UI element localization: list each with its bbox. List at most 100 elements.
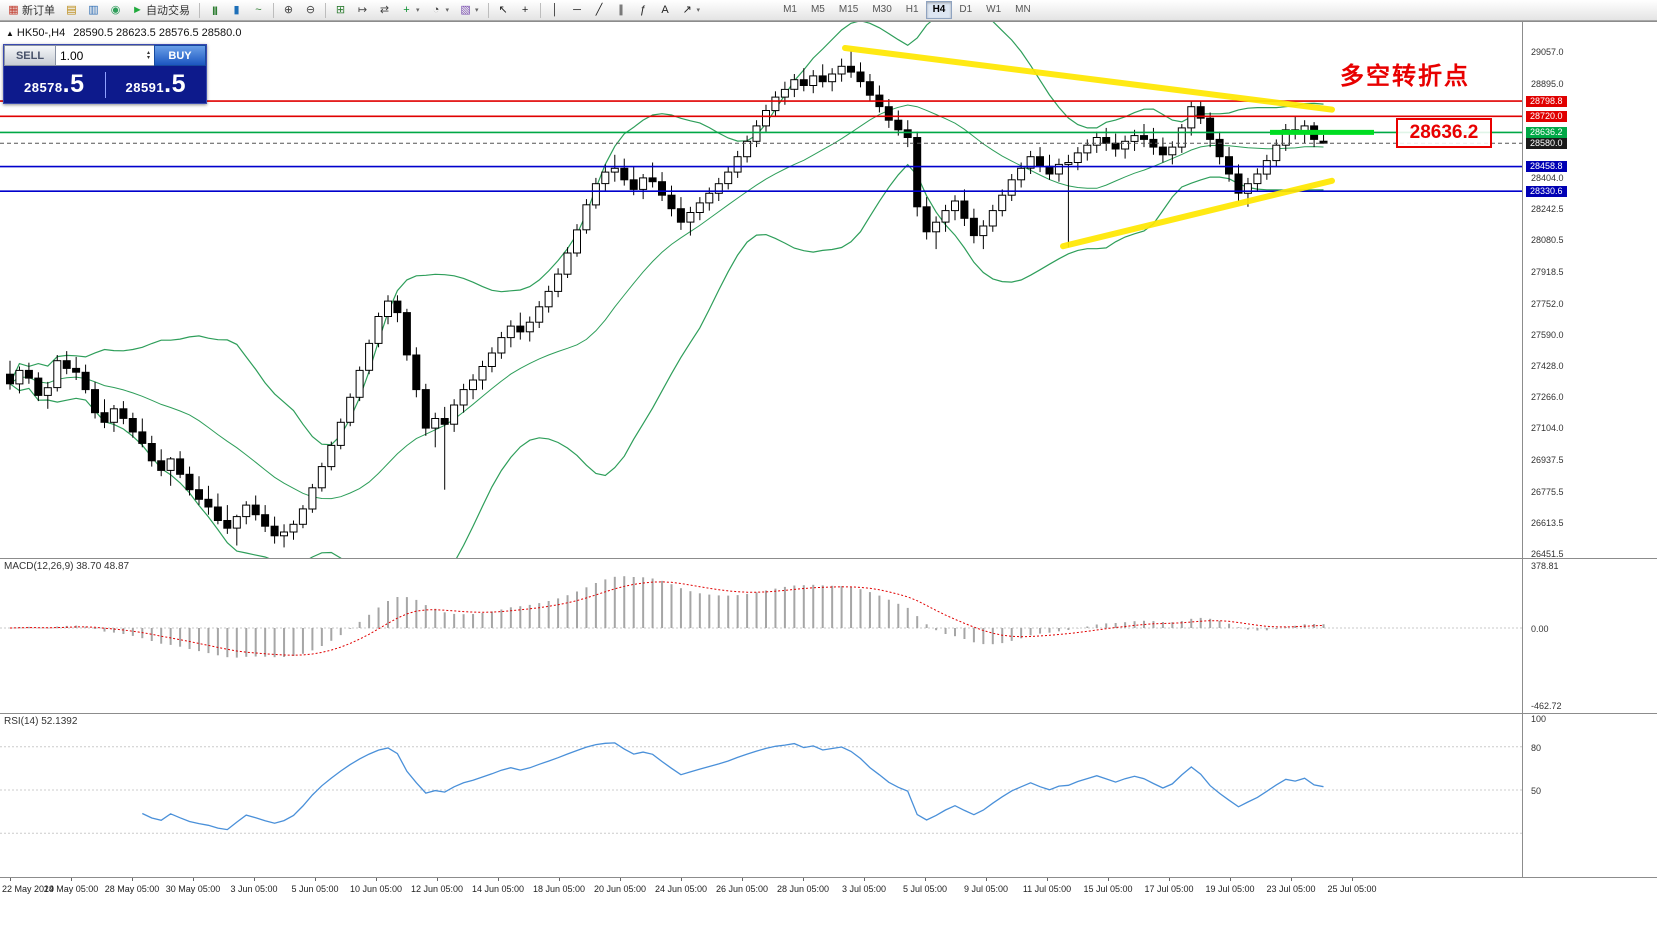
zoom-in-button[interactable]: ⊕	[278, 0, 299, 20]
collapse-arrow-icon[interactable]: ▲	[6, 29, 14, 38]
date-label: 24 May 05:00	[43, 884, 99, 894]
text-label-button[interactable]: A	[655, 0, 676, 20]
timeframe-D1[interactable]: D1	[959, 4, 973, 15]
price-chart[interactable]	[0, 22, 1522, 558]
price-tick-label: 27918.5	[1531, 266, 1564, 277]
turning-point-annotation[interactable]: 多空转折点	[1340, 63, 1470, 90]
chart-shift-icon: ⇄	[379, 4, 390, 16]
rsi-panel[interactable]	[0, 714, 1522, 877]
lot-increase-icon[interactable]: ▴	[146, 49, 150, 56]
horizontal-line-button[interactable]: ─	[567, 0, 588, 20]
autotrading-button[interactable]: ► 自动交易	[127, 0, 195, 20]
cursor-icon: ↖	[498, 4, 508, 16]
chart-title: ▲ HK50-,H4 28590.5 28623.5 28576.5 28580.0	[6, 27, 241, 39]
autotrading-button-label: 自动交易	[146, 5, 190, 17]
trendline-1[interactable]	[842, 45, 1335, 113]
indicators-add-icon: +	[403, 4, 410, 16]
strategy-tester-button[interactable]: ◉	[105, 0, 126, 20]
date-axis[interactable]: 22 May 2019 24 May 05:00 28 May 05:00 30 Ma…	[0, 878, 1522, 902]
lot-size-input[interactable]: 1.00 ▴ ▾	[56, 45, 154, 66]
toolbar: ▦ 新订单 ▤ ▥ ◉ ► 自动交易 ||| ▮ ~ ⊕ ⊖ ⊞ ↦ ⇄ + ▾ ◔ ▾ ▧ ▾ ↖ + │ ─ ╱ ∥ ƒ A ↗ ▾ M1…	[0, 0, 1657, 21]
timeframe-MN[interactable]: MN	[1015, 4, 1031, 15]
vertical-line-button[interactable]: │	[545, 0, 566, 20]
price-level-badge: 28636.2	[1526, 126, 1567, 138]
macd-label: MACD(12,26,9) 38.70 48.87	[4, 561, 130, 572]
candlestick-chart-button[interactable]: ▮	[226, 0, 247, 20]
date-tick	[132, 878, 133, 881]
date-tick	[742, 878, 743, 881]
timeframe-M5[interactable]: M5	[810, 4, 825, 15]
indicators-button[interactable]: + ▾	[396, 0, 425, 20]
date-tick	[803, 878, 804, 881]
auto-scroll-button[interactable]: ↦	[352, 0, 373, 20]
auto-scroll-icon: ↦	[357, 4, 368, 16]
timeframe-W1[interactable]: W1	[986, 4, 1002, 15]
timeframe-M15[interactable]: M15	[838, 4, 859, 15]
ohlc-values: 28590.5 28623.5 28576.5 28580.0	[73, 27, 242, 39]
timeframe-H1[interactable]: H1	[905, 4, 919, 15]
macd-axis-label: -462.72	[1531, 701, 1562, 711]
price-callout-box[interactable]: 28636.2	[1396, 118, 1492, 148]
tile-windows-icon: ⊞	[335, 4, 346, 16]
timeframe-M30[interactable]: M30	[872, 4, 892, 15]
lot-size-value: 1.00	[60, 48, 84, 63]
date-label: 24 Jun 05:00	[654, 884, 708, 894]
profiles-icon: ▥	[88, 4, 99, 16]
date-tick	[437, 878, 438, 881]
trendline-2[interactable]	[1060, 177, 1335, 250]
fibonacci-button[interactable]: ƒ	[633, 0, 654, 20]
date-tick	[10, 878, 11, 881]
date-label: 3 Jun 05:00	[230, 884, 278, 894]
date-label: 15 Jul 05:00	[1083, 884, 1133, 894]
new-order-button[interactable]: ▦ 新订单	[3, 0, 60, 20]
periods-button[interactable]: ◔ ▾	[426, 0, 455, 20]
sell-button[interactable]: SELL	[4, 45, 56, 66]
chart-shift-button[interactable]: ⇄	[374, 0, 395, 20]
templates-button[interactable]: ▧ ▾	[455, 0, 484, 20]
date-tick	[864, 878, 865, 881]
crosshair-button[interactable]: +	[515, 0, 536, 20]
price-scale[interactable]: 29057.0 28895.0 28404.0 28242.5 28080.5 27918…	[1524, 0, 1657, 945]
line-chart-button[interactable]: ~	[248, 0, 269, 20]
lot-decrease-icon[interactable]: ▾	[146, 54, 150, 61]
price-level-badge: 28798.8	[1526, 95, 1567, 107]
horizontal-line-icon: ─	[573, 4, 581, 16]
cursor-button[interactable]: ↖	[493, 0, 514, 20]
trendline-icon: ╱	[595, 4, 603, 16]
date-label: 19 Jul 05:00	[1205, 884, 1255, 894]
charts-window-button[interactable]: ▤	[61, 0, 82, 20]
main-macd-separator[interactable]	[0, 558, 1657, 559]
channel-icon: ∥	[618, 4, 624, 16]
dropdown-caret-icon: ▾	[416, 7, 420, 14]
buy-button[interactable]: BUY	[154, 45, 206, 66]
macd-rsi-separator[interactable]	[0, 713, 1657, 714]
zoom-in-icon: ⊕	[283, 4, 294, 16]
timeframe-H4[interactable]: H4	[925, 1, 953, 19]
line-chart-icon: ~	[255, 4, 262, 16]
toolbar-separator-line	[0, 21, 1657, 22]
date-label: 22 May 2019	[2, 884, 55, 894]
date-label: 3 Jul 05:00	[841, 884, 887, 894]
date-label: 17 Jul 05:00	[1144, 884, 1194, 894]
lot-spinner[interactable]: ▴ ▾	[146, 49, 150, 61]
zoom-out-button[interactable]: ⊖	[300, 0, 321, 20]
date-label: 23 Jul 05:00	[1266, 884, 1316, 894]
zoom-out-icon: ⊖	[305, 4, 316, 16]
rsi-axis-separator	[0, 877, 1657, 878]
symbol-name: HK50-,H4	[16, 27, 66, 39]
tile-windows-button[interactable]: ⊞	[330, 0, 351, 20]
price-tick-label: 28404.0	[1531, 173, 1564, 184]
timeframe-M1[interactable]: M1	[783, 4, 797, 15]
arrows-button[interactable]: ↗ ▾	[677, 0, 706, 20]
profiles-button[interactable]: ▥	[83, 0, 104, 20]
trendline-button[interactable]: ╱	[589, 0, 610, 20]
price-level-badge: 28458.8	[1526, 161, 1567, 173]
price-tick-label: 28080.5	[1531, 235, 1564, 246]
price-level-badge: 28330.6	[1526, 185, 1567, 197]
template-icon: ▧	[460, 4, 471, 16]
bar-chart-button[interactable]: |||	[204, 0, 225, 20]
price-axis-line	[1522, 22, 1523, 877]
channel-button[interactable]: ∥	[611, 0, 632, 20]
macd-panel[interactable]	[0, 559, 1522, 713]
toolbar-separator	[487, 2, 489, 18]
